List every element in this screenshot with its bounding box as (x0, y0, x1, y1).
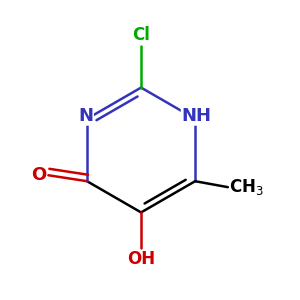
Text: O: O (31, 166, 46, 184)
Text: CH$_3$: CH$_3$ (229, 177, 264, 197)
Text: N: N (78, 107, 93, 125)
Text: OH: OH (127, 250, 155, 268)
Text: Cl: Cl (132, 26, 150, 44)
Text: NH: NH (182, 107, 212, 125)
